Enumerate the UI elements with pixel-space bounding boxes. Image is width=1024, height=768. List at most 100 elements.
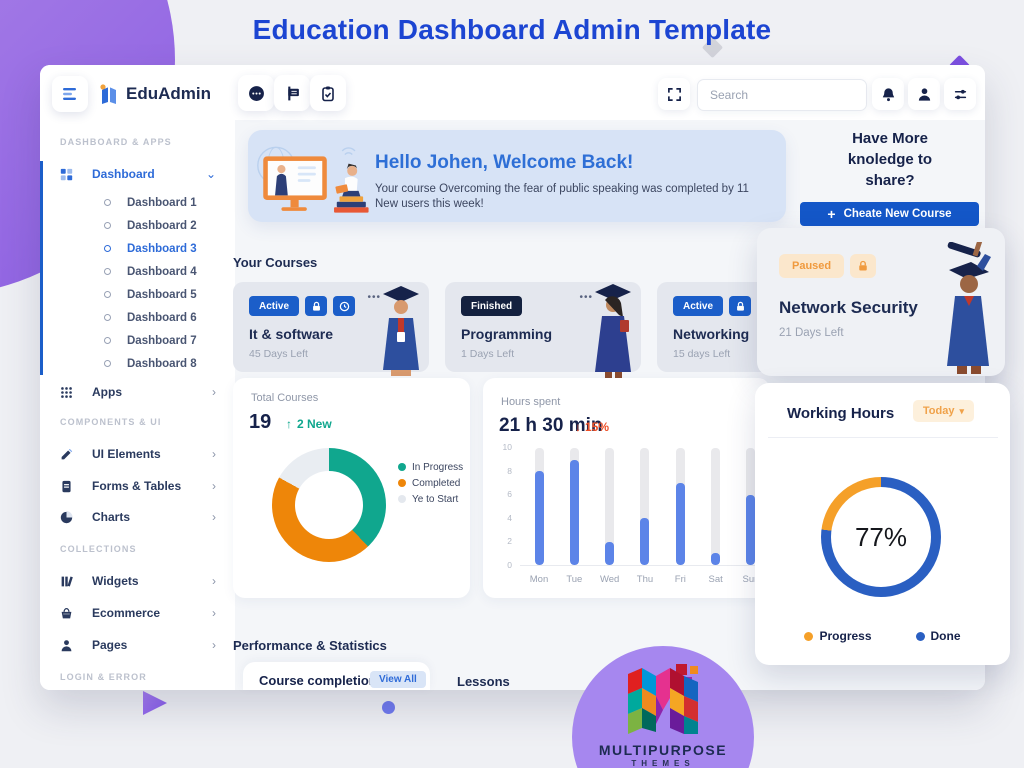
sidebar-item-charts[interactable]: Charts › xyxy=(54,502,224,532)
sidebar-item-dashboard-7[interactable]: Dashboard 7 xyxy=(40,329,235,352)
view-all-button[interactable]: View All xyxy=(370,671,426,688)
status-badge: Finished xyxy=(461,296,523,316)
x-tick-label: Tue xyxy=(566,574,583,585)
sidebar-item-widgets[interactable]: Widgets › xyxy=(54,566,224,596)
sidebar-item-label: Forms & Tables xyxy=(92,479,182,493)
share-prompt-line: share? xyxy=(865,172,915,189)
working-hours-card: Working Hours Today ▾ 77% Progress Done xyxy=(755,383,1010,665)
course-card-network-security[interactable]: Paused Network Security 21 Days Left xyxy=(757,228,1005,376)
sidebar-item-ui-elements[interactable]: UI Elements › xyxy=(54,439,224,469)
sidebar-item-label: UI Elements xyxy=(92,447,161,461)
legend-dot xyxy=(398,479,406,487)
sub-item-label: Dashboard 7 xyxy=(127,334,197,347)
graduate-illustration-raised xyxy=(947,242,991,374)
decor-purple-triangle xyxy=(143,691,167,715)
delta-value: 2 New xyxy=(297,417,332,431)
legend-dot xyxy=(398,463,406,471)
legend-dot xyxy=(915,631,925,641)
sidebar-item-dashboard-2[interactable]: Dashboard 2 xyxy=(40,214,235,237)
sidebar-item-apps[interactable]: Apps › xyxy=(54,377,224,407)
chat-button[interactable] xyxy=(238,75,274,111)
sidebar-item-pages[interactable]: Pages › xyxy=(54,630,224,660)
sidebar-item-dashboard-1[interactable]: Dashboard 1 xyxy=(40,191,235,214)
sidebar-item-dashboard-8[interactable]: Dashboard 8 xyxy=(40,352,235,375)
x-tick-label: Sun xyxy=(742,574,760,585)
sub-item-label: Dashboard 5 xyxy=(127,288,197,301)
total-courses-delta: ↑ 2 New xyxy=(286,417,332,431)
user-icon xyxy=(918,87,930,101)
sidebar-item-forms-tables[interactable]: Forms & Tables › xyxy=(54,471,224,501)
card-menu-button[interactable]: ••• xyxy=(579,292,593,303)
section-label-collections: COLLECTIONS xyxy=(60,544,137,554)
sidebar-item-ecommerce[interactable]: Ecommerce › xyxy=(54,598,224,628)
course-card-programming[interactable]: Finished ••• Programming 1 Days Left xyxy=(445,282,641,378)
sidebar-item-label: Dashboard xyxy=(92,167,155,181)
sidebar-item-dashboard-3[interactable]: Dashboard 3 xyxy=(40,237,235,260)
status-badge: Active xyxy=(673,296,724,316)
hours-spent-card: Hours spent 21 h 30 min ↓ 15% xyxy=(483,378,770,598)
graduate-illustration xyxy=(383,286,419,376)
sidebar-item-dashboard-6[interactable]: Dashboard 6 xyxy=(40,306,235,329)
board-button[interactable] xyxy=(274,75,310,111)
legend-item: Progress xyxy=(804,629,872,643)
sidebar-item-label: Widgets xyxy=(92,574,139,588)
pencil-icon xyxy=(54,448,92,461)
brand[interactable]: EduAdmin xyxy=(98,83,211,105)
sub-item-label: Dashboard 3 xyxy=(127,242,197,255)
lock-icon xyxy=(729,296,752,316)
y-tick: 2 xyxy=(507,536,512,547)
fullscreen-button[interactable] xyxy=(658,78,690,110)
bullet-icon xyxy=(104,337,111,344)
hours-bar-column: Sun xyxy=(738,448,764,590)
sub-item-label: Dashboard 8 xyxy=(127,357,197,370)
sidebar-toggle-button[interactable] xyxy=(52,76,88,112)
chevron-right-icon: › xyxy=(212,447,216,461)
status-badge: Active xyxy=(249,296,300,316)
chevron-right-icon: › xyxy=(212,574,216,588)
hours-bar-column: Thu xyxy=(632,448,658,590)
legend-label: Ye to Start xyxy=(412,493,459,505)
bullet-icon xyxy=(104,245,111,252)
sidebar-item-label: Apps xyxy=(92,385,122,399)
user-button[interactable] xyxy=(908,78,940,110)
x-tick-label: Wed xyxy=(599,574,620,585)
x-tick-label: Sat xyxy=(708,574,723,585)
notifications-button[interactable] xyxy=(872,78,904,110)
bullet-icon xyxy=(104,314,111,321)
bar-value xyxy=(746,494,756,565)
bullet-icon xyxy=(104,222,111,229)
sub-item-label: Dashboard 2 xyxy=(127,219,197,232)
bell-icon xyxy=(882,87,894,101)
course-title: Network Security xyxy=(779,298,918,317)
share-prompt: Have More knoledge to share? xyxy=(800,128,980,191)
working-hours-range-dropdown[interactable]: Today ▾ xyxy=(912,400,974,422)
section-label-components-ui: COMPONENTS & UI xyxy=(60,417,162,427)
y-tick: 0 xyxy=(507,559,512,570)
search-input[interactable] xyxy=(698,88,871,102)
course-title: Networking xyxy=(673,326,750,342)
tasks-button[interactable] xyxy=(310,75,346,111)
sidebar-item-dashboard[interactable]: Dashboard ⌄ xyxy=(54,159,224,189)
section-label-login-error: LOGIN & ERROR xyxy=(60,672,147,682)
legend-label: Completed xyxy=(412,477,461,489)
sidebar-item-dashboard-4[interactable]: Dashboard 4 xyxy=(40,260,235,283)
sidebar-item-dashboard-5[interactable]: Dashboard 5 xyxy=(40,283,235,306)
hours-spent-label: Hours spent xyxy=(501,396,561,408)
card-menu-button[interactable]: ••• xyxy=(367,292,381,303)
course-days-left: 21 Days Left xyxy=(779,327,844,339)
share-prompt-line: knoledge to xyxy=(847,151,933,168)
legend-item: Ye to Start xyxy=(398,492,463,506)
settings-button[interactable] xyxy=(944,78,976,110)
welcome-subtitle: Your course Overcoming the fear of publi… xyxy=(375,183,749,210)
chevron-down-icon: ⌄ xyxy=(205,167,216,181)
legend-item: In Progress xyxy=(398,460,463,474)
decor-blue-dot xyxy=(382,701,395,714)
arrow-down-icon: ↓ xyxy=(575,420,581,434)
chevron-right-icon: › xyxy=(212,606,216,620)
pie-chart-icon xyxy=(54,510,92,524)
active-section-bar xyxy=(40,161,43,375)
search-box xyxy=(697,79,886,111)
course-card-it-software[interactable]: Active ••• It & software 45 Days Left xyxy=(233,282,429,376)
create-course-button[interactable]: + Cheate New Course xyxy=(800,202,979,226)
welcome-banner: Hello Johen, Welcome Back! Your course O… xyxy=(248,130,786,222)
